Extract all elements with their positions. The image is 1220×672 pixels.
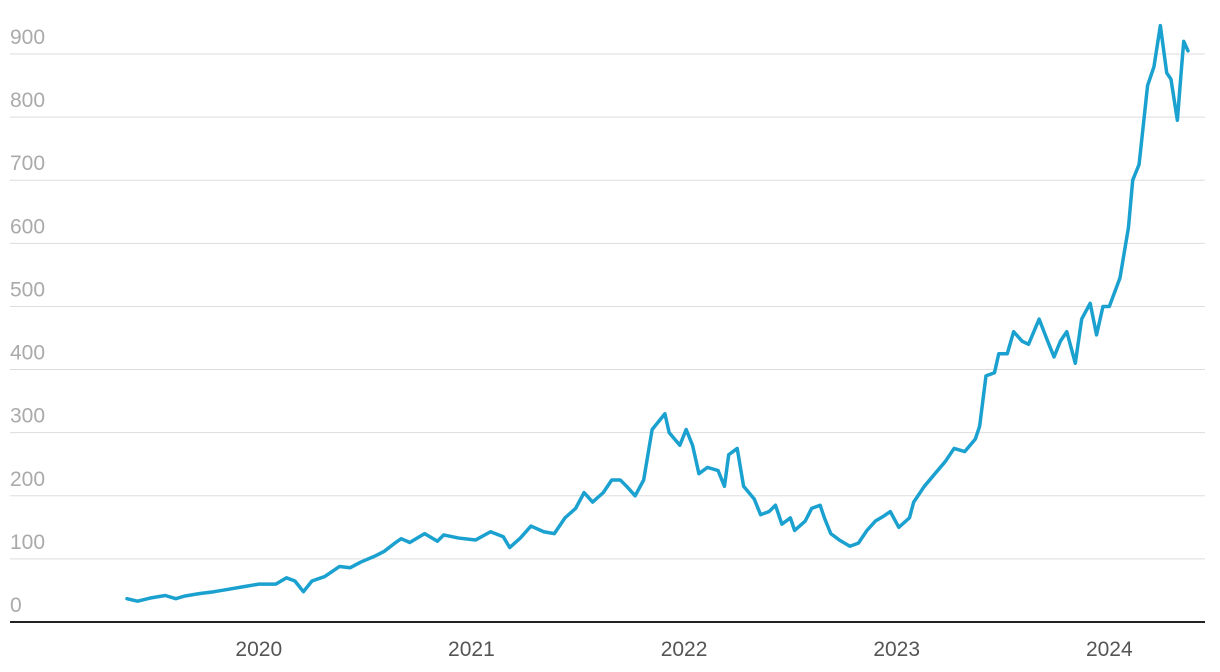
y-tick-label: 400 xyxy=(10,342,45,365)
y-tick-label: 600 xyxy=(10,215,45,238)
x-tick-label: 2023 xyxy=(873,638,920,661)
y-tick-label: 800 xyxy=(10,89,45,112)
x-tick-label: 2022 xyxy=(661,638,708,661)
y-tick-label: 700 xyxy=(10,152,45,175)
x-tick-label: 2024 xyxy=(1086,638,1133,661)
y-tick-label: 200 xyxy=(10,468,45,491)
y-tick-label: 500 xyxy=(10,278,45,301)
line xyxy=(125,23,1190,603)
y-tick-label: 300 xyxy=(10,405,45,428)
y-tick-label: 900 xyxy=(10,26,45,49)
y-tick-label: 100 xyxy=(10,531,45,554)
y-tick-label: 0 xyxy=(10,594,22,617)
x-tick-label: 2021 xyxy=(448,638,495,661)
x-tick-label: 2020 xyxy=(235,638,282,661)
